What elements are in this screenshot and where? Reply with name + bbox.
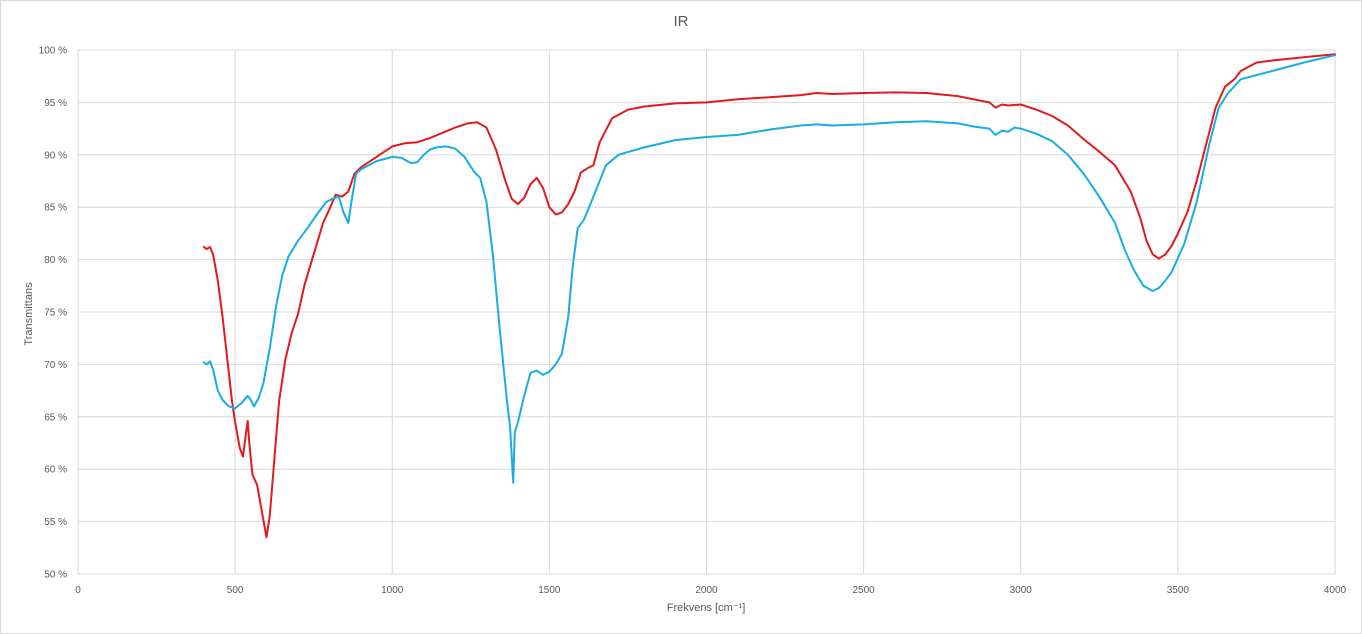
x-axis-label: Frekvens [cm⁻¹] (666, 602, 746, 614)
x-tick-label: 0 (75, 585, 81, 596)
y-tick-label: 60 % (44, 465, 67, 476)
x-tick-label: 3500 (1167, 585, 1190, 596)
y-tick-label: 75 % (44, 308, 67, 319)
tick-labels: 50 % 55 % 60 % 65 % 70 % 75 % 80 % 85 % 90 % 95 %… (39, 46, 1347, 597)
x-tick-label: 4000 (1324, 585, 1347, 596)
y-tick-label: 55 % (44, 517, 67, 528)
y-tick-label: 90 % (44, 150, 67, 161)
y-tick-label: 80 % (44, 255, 67, 266)
y-tick-label: 100 % (39, 46, 67, 57)
x-tick-label: 1500 (538, 585, 561, 596)
series-line-1 (202, 53, 1336, 539)
x-tick-label: 2500 (853, 585, 876, 596)
chart-title: IR (673, 13, 689, 30)
y-tick-label: 65 % (44, 412, 67, 423)
x-tick-label: 3000 (1010, 585, 1033, 596)
series-lines (202, 53, 1336, 539)
y-tick-label: 95 % (44, 98, 67, 109)
y-tick-label: 50 % (44, 570, 67, 581)
gridlines (77, 49, 1336, 575)
series-line-2 (202, 54, 1336, 484)
x-tick-label: 1000 (381, 585, 404, 596)
x-tick-label: 2000 (695, 585, 718, 596)
y-tick-label: 70 % (44, 360, 67, 371)
x-tick-label: 500 (227, 585, 244, 596)
y-tick-label: 85 % (44, 203, 67, 214)
